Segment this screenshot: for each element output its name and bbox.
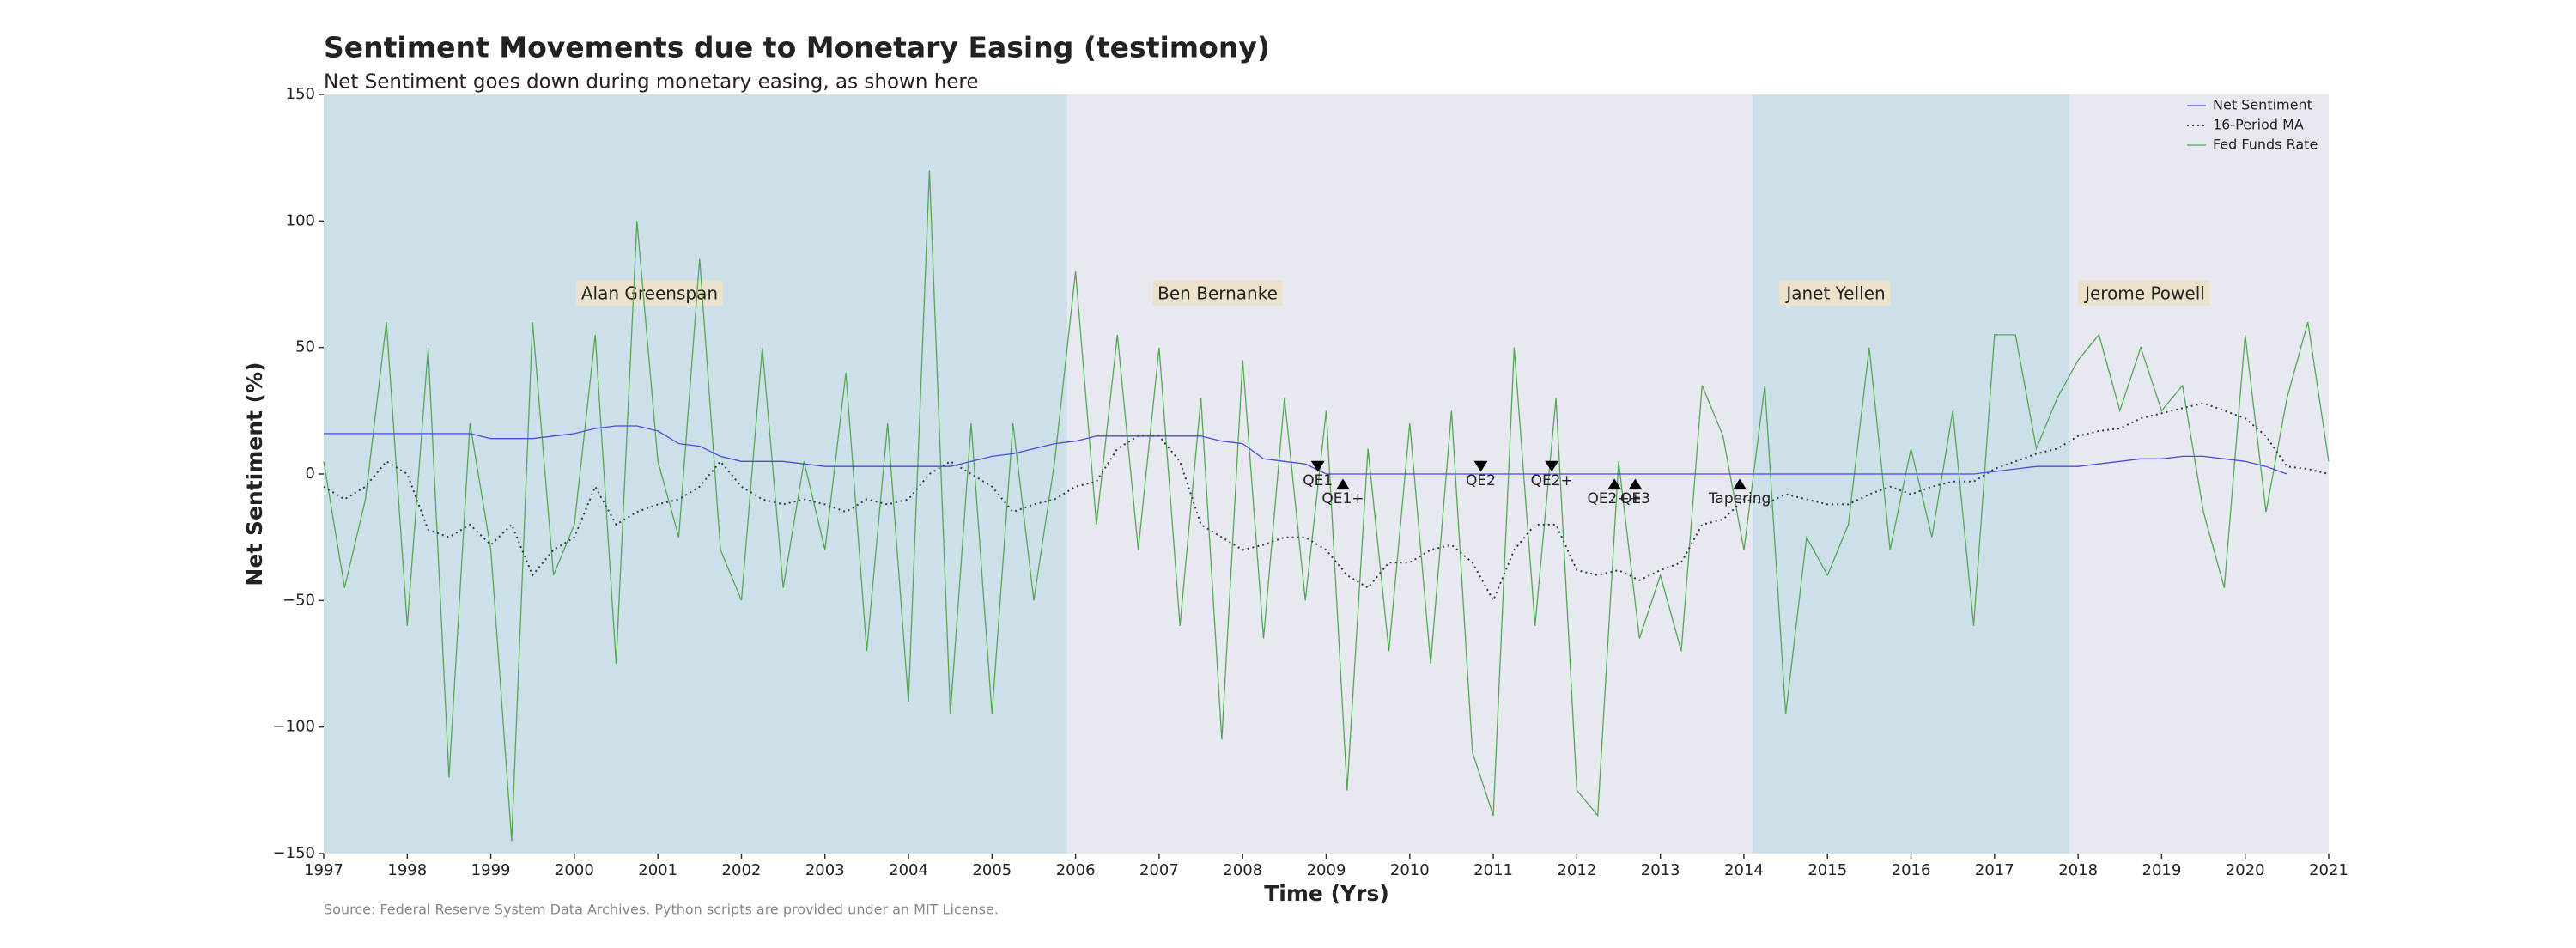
series-line bbox=[323, 170, 2330, 842]
event-marker bbox=[1628, 478, 1643, 490]
x-tick-label: 1999 bbox=[471, 861, 511, 879]
event-marker bbox=[1545, 460, 1559, 472]
period-label: Jerome Powell bbox=[2083, 283, 2205, 303]
x-tick-label: 2009 bbox=[1307, 861, 1346, 879]
x-tick-label: 1997 bbox=[304, 861, 343, 879]
x-tick-label: 2018 bbox=[2058, 861, 2098, 879]
y-tick-label: −150 bbox=[273, 844, 315, 862]
x-tick-label: 2007 bbox=[1139, 861, 1179, 879]
event-marker bbox=[1733, 478, 1747, 490]
x-tick-label: 2001 bbox=[638, 861, 677, 879]
legend-label: Net Sentiment bbox=[2213, 97, 2312, 113]
x-tick-label: 2019 bbox=[2142, 861, 2182, 879]
period-label: Ben Bernanke bbox=[1157, 283, 1278, 303]
chart-title: Sentiment Movements due to Monetary Easi… bbox=[324, 31, 1270, 64]
chart-subtitle: Net Sentiment goes down during monetary … bbox=[324, 71, 979, 94]
y-tick-label: 100 bbox=[286, 211, 315, 229]
x-tick-label: 2008 bbox=[1223, 861, 1262, 879]
period-band bbox=[324, 94, 1067, 854]
event-label: QE2++ bbox=[1587, 490, 1641, 507]
x-tick-label: 2013 bbox=[1641, 861, 1680, 879]
legend-label: 16-Period MA bbox=[2213, 117, 2304, 133]
source-note: Source: Federal Reserve System Data Arch… bbox=[324, 902, 999, 918]
period-label-box bbox=[2078, 280, 2210, 307]
event-label: QE1 bbox=[1303, 472, 1333, 489]
x-tick-label: 2010 bbox=[1390, 861, 1430, 879]
y-axis-label: Net Sentiment (%) bbox=[242, 362, 267, 586]
x-axis-label: Time (Yrs) bbox=[1264, 881, 1389, 906]
event-marker bbox=[1607, 478, 1622, 490]
x-tick-label: 2005 bbox=[972, 861, 1012, 879]
event-marker bbox=[1310, 460, 1325, 472]
x-tick-label: 2011 bbox=[1473, 861, 1513, 879]
series-line bbox=[324, 425, 2287, 475]
series-line bbox=[323, 402, 2330, 603]
x-tick-label: 2006 bbox=[1056, 861, 1096, 879]
y-tick-label: −50 bbox=[283, 591, 315, 609]
x-tick-label: 2016 bbox=[1892, 861, 1931, 879]
period-label-box bbox=[575, 280, 724, 307]
event-label: Tapering bbox=[1708, 490, 1771, 507]
legend-label: Fed Funds Rate bbox=[2213, 137, 2318, 153]
x-tick-label: 2014 bbox=[1724, 861, 1764, 879]
y-tick-label: 0 bbox=[306, 465, 315, 483]
x-tick-label: 2017 bbox=[1975, 861, 2014, 879]
x-tick-label: 2012 bbox=[1557, 861, 1596, 879]
event-label: QE1+ bbox=[1321, 490, 1364, 507]
y-tick-label: −100 bbox=[273, 718, 315, 736]
x-tick-label: 2000 bbox=[555, 861, 594, 879]
period-label-box bbox=[1779, 280, 1891, 307]
x-tick-label: 2020 bbox=[2226, 861, 2265, 879]
period-label-box bbox=[1152, 280, 1283, 307]
event-label: QE2 bbox=[1466, 472, 1496, 489]
y-tick-label: 150 bbox=[286, 85, 315, 103]
x-tick-label: 2015 bbox=[1807, 861, 1847, 879]
event-label: QE2+ bbox=[1531, 472, 1573, 489]
x-tick-label: 1998 bbox=[387, 861, 427, 879]
x-tick-label: 2003 bbox=[805, 861, 845, 879]
y-tick-label: 50 bbox=[295, 338, 315, 356]
event-marker bbox=[1335, 478, 1350, 490]
x-tick-label: 2002 bbox=[722, 861, 762, 879]
period-label: Alan Greenspan bbox=[581, 283, 718, 303]
event-label: QE3 bbox=[1620, 490, 1650, 507]
x-tick-label: 2004 bbox=[889, 861, 928, 879]
period-band bbox=[2069, 94, 2329, 854]
x-tick-label: 2021 bbox=[2309, 861, 2348, 879]
event-marker bbox=[1473, 460, 1488, 472]
period-label: Janet Yellen bbox=[1784, 283, 1885, 303]
